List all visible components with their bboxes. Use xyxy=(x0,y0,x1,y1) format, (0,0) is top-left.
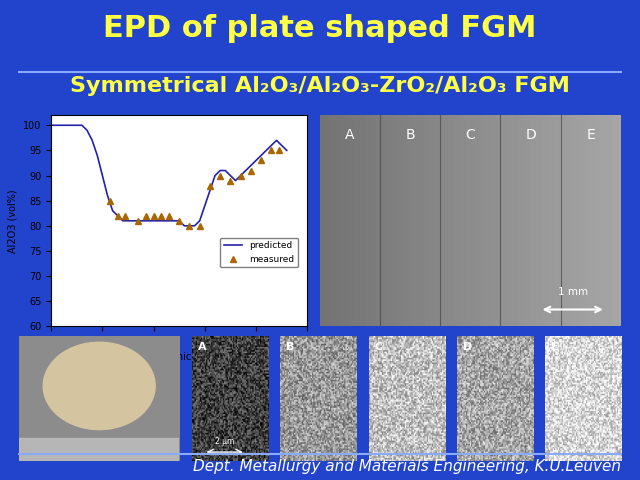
Circle shape xyxy=(44,342,156,430)
Text: D: D xyxy=(463,342,472,352)
Text: A: A xyxy=(346,128,355,142)
Legend: predicted, measured: predicted, measured xyxy=(220,238,298,267)
Text: E: E xyxy=(552,342,559,352)
X-axis label: Sintered plate thickness d (mm): Sintered plate thickness d (mm) xyxy=(100,352,258,361)
Text: 2 μm: 2 μm xyxy=(214,437,234,446)
Text: B: B xyxy=(405,128,415,142)
Text: B: B xyxy=(287,342,295,352)
Text: Dept. Metallurgy and Materials Engineering, K.U.Leuven: Dept. Metallurgy and Materials Engineeri… xyxy=(193,459,621,474)
Text: A: A xyxy=(198,342,207,352)
Text: D: D xyxy=(525,128,536,142)
Y-axis label: Al2O3 (vol%): Al2O3 (vol%) xyxy=(8,189,17,252)
Text: EPD of plate shaped FGM: EPD of plate shaped FGM xyxy=(103,13,537,43)
Text: 1 mm: 1 mm xyxy=(557,287,588,297)
Text: C: C xyxy=(465,128,476,142)
Text: C: C xyxy=(375,342,383,352)
Text: Symmetrical Al₂O₃/Al₂O₃-ZrO₂/Al₂O₃ FGM: Symmetrical Al₂O₃/Al₂O₃-ZrO₂/Al₂O₃ FGM xyxy=(70,76,570,96)
Bar xyxy=(19,438,179,461)
Text: E: E xyxy=(586,128,595,142)
